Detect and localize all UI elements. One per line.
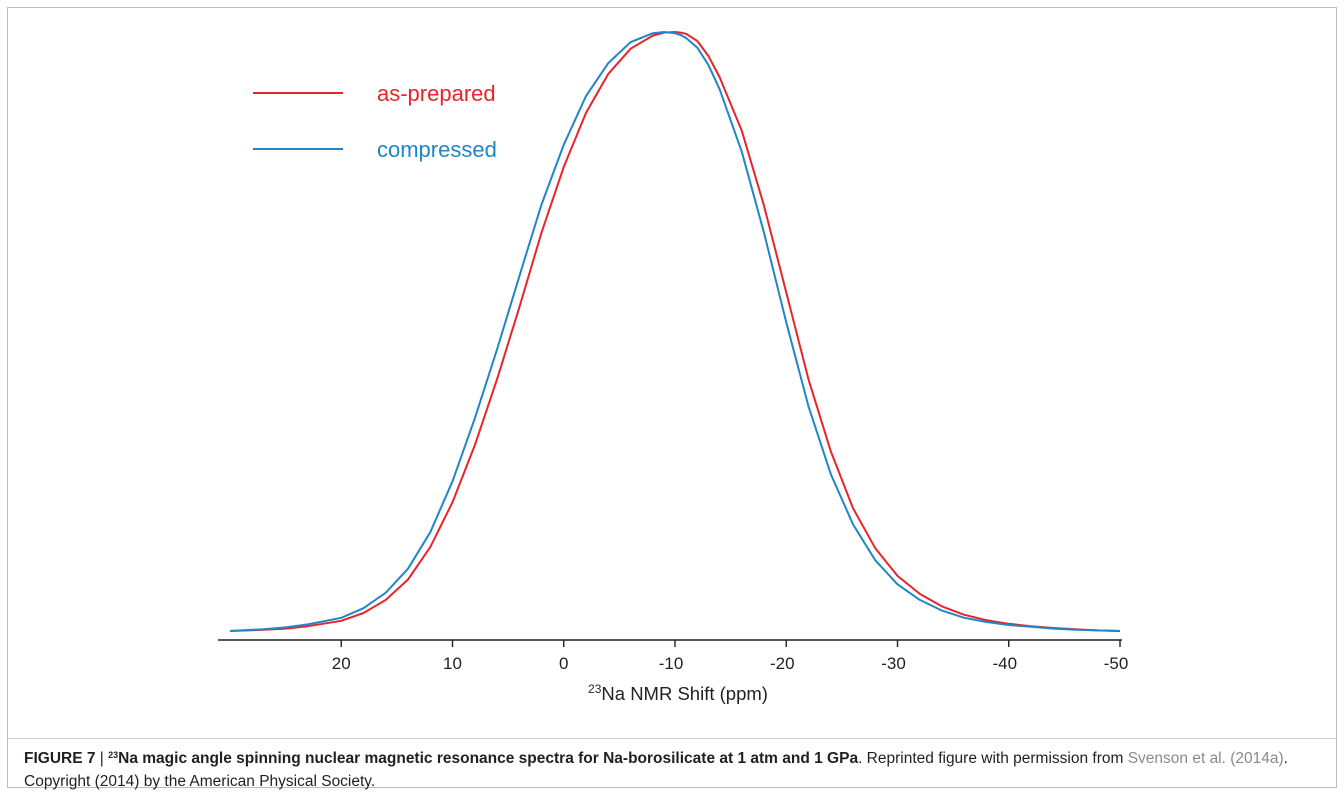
caption-text-before-link: . Reprinted figure with permission from bbox=[858, 750, 1128, 767]
x-tick-label: -30 bbox=[881, 654, 906, 673]
caption-text-after-link: . Copyright (2014) by the American Physi… bbox=[24, 750, 1288, 790]
nmr-spectrum-chart: 20 10 0 -10 -20 -30 -40 -50 as-prepared compress… bbox=[218, 31, 1129, 704]
series-line-compressed bbox=[229, 31, 1121, 632]
x-tick-label: -20 bbox=[770, 654, 795, 673]
caption-separator: | bbox=[95, 750, 109, 767]
x-axis-label: 23Na NMR Shift (ppm) bbox=[588, 682, 768, 704]
legend-label-compressed: compressed bbox=[377, 137, 497, 162]
figure-frame bbox=[7, 7, 1337, 788]
legend: as-prepared compressed bbox=[253, 81, 497, 162]
x-ticks: 20 10 0 -10 -20 -30 -40 -50 bbox=[332, 640, 1129, 673]
citation-link[interactable]: Svenson et al. (2014a) bbox=[1127, 750, 1284, 767]
series-line-as-prepared bbox=[229, 31, 1121, 632]
figure-caption: FIGURE 7 | 23Na magic angle spinning nuc… bbox=[24, 747, 1324, 793]
x-axis-label-text: Na NMR Shift (ppm) bbox=[601, 683, 768, 704]
x-tick-label: 0 bbox=[559, 654, 568, 673]
x-axis-label-superscript: 23 bbox=[588, 682, 602, 696]
x-tick-label: 10 bbox=[443, 654, 462, 673]
series-layer bbox=[229, 31, 1121, 632]
legend-label-as-prepared: as-prepared bbox=[377, 81, 496, 106]
caption-divider bbox=[8, 738, 1336, 739]
caption-label: FIGURE 7 bbox=[24, 750, 96, 767]
x-tick-label: 20 bbox=[332, 654, 351, 673]
x-tick-label: -50 bbox=[1104, 654, 1129, 673]
caption-title: 23Na magic angle spinning nuclear magnet… bbox=[108, 750, 858, 767]
x-tick-label: -40 bbox=[992, 654, 1017, 673]
x-tick-label: -10 bbox=[659, 654, 684, 673]
caption-title-text: Na magic angle spinning nuclear magnetic… bbox=[118, 750, 859, 767]
caption-title-superscript: 23 bbox=[108, 750, 119, 760]
